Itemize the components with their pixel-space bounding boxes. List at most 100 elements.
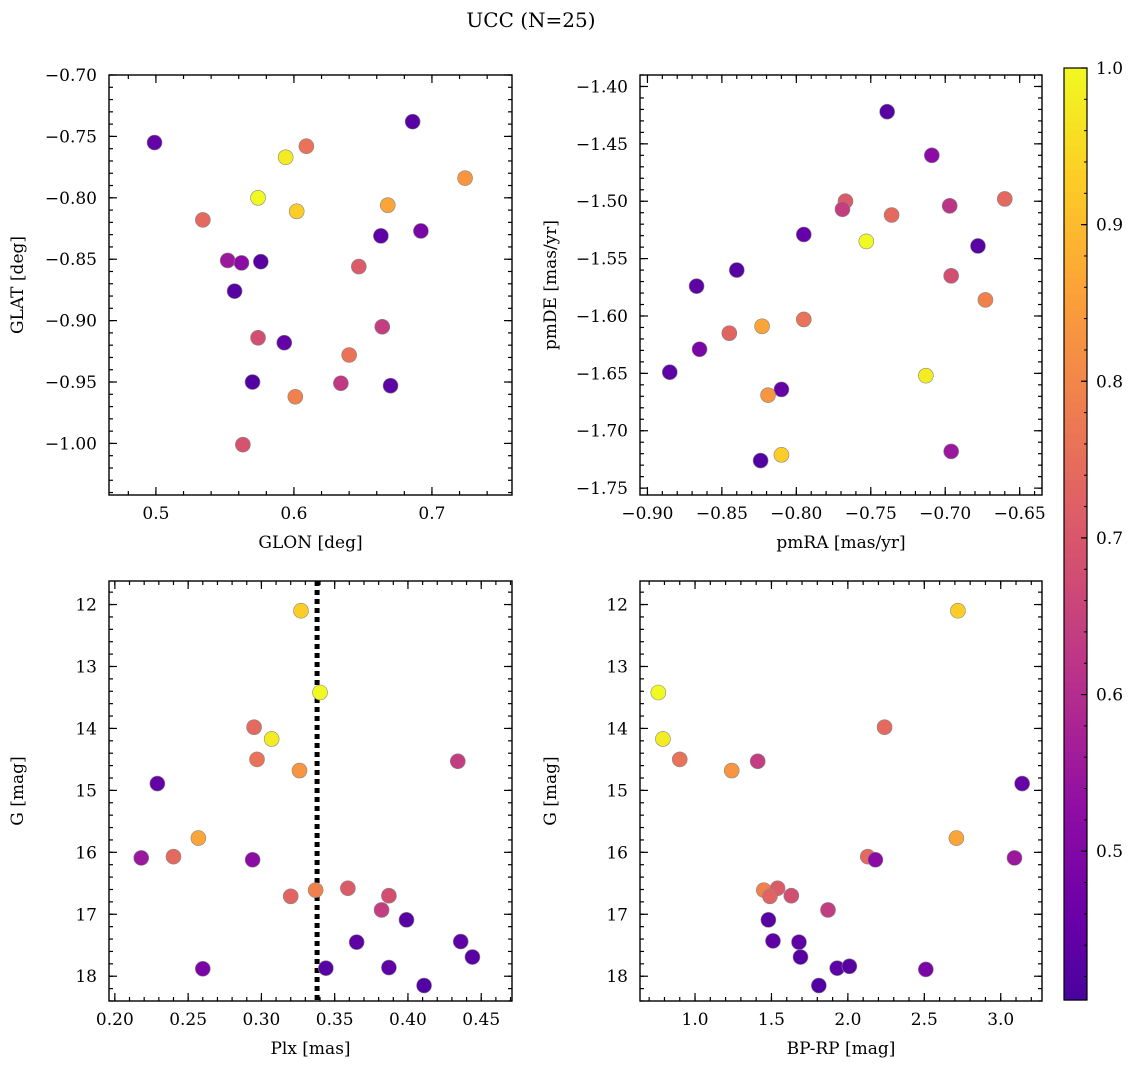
colorbar-segment: [1064, 215, 1087, 224]
colorbar-segment: [1064, 440, 1087, 450]
y-tick-label: 15: [75, 781, 97, 801]
colorbar-segment: [1064, 192, 1087, 201]
colorbar-tick-label: 0.5: [1096, 842, 1123, 862]
colorbar-segment: [1064, 378, 1087, 388]
colorbar-segment: [1064, 464, 1087, 473]
colorbar-segment: [1064, 137, 1087, 147]
scatter-point: [250, 190, 266, 206]
colorbar-segment: [1064, 658, 1087, 667]
colorbar-segment: [1064, 650, 1087, 659]
colorbar-segment: [1064, 588, 1087, 597]
colorbar-segment: [1064, 254, 1087, 263]
scatter-point: [277, 149, 294, 166]
colorbar-segment: [1064, 899, 1087, 908]
colorbar-segment: [1064, 394, 1087, 403]
scatter-point: [351, 258, 367, 275]
scatter-point: [464, 949, 481, 965]
colorbar-segment: [1064, 930, 1087, 939]
y-tick-label: 16: [606, 843, 628, 863]
scatter-point: [398, 912, 415, 928]
y-tick-label: 13: [75, 657, 97, 677]
colorbar-segment: [1064, 223, 1087, 232]
colorbar-segment: [1064, 759, 1087, 768]
colorbar-segment: [1064, 751, 1087, 760]
scatter-point: [977, 292, 994, 308]
scatter-point: [762, 888, 778, 905]
colorbar-tick-label: 0.6: [1096, 686, 1123, 706]
scatter-point: [133, 850, 150, 866]
colorbar-segment: [1064, 906, 1087, 916]
scatter-point: [381, 959, 397, 976]
y-tick-label: −1.45: [576, 135, 628, 155]
colorbar-segment: [1064, 580, 1087, 589]
y-tick-label: −1.75: [576, 479, 628, 499]
y-tick-label: 15: [606, 781, 628, 801]
scatter-point: [235, 436, 251, 453]
colorbar-tick-label: 0.7: [1096, 529, 1123, 549]
colorbar-segment: [1064, 479, 1087, 488]
y-axis-label: G [mag]: [541, 756, 561, 825]
colorbar-segment: [1064, 627, 1087, 636]
scatter-point: [918, 961, 934, 978]
colorbar-segment: [1064, 456, 1087, 465]
scatter-point: [754, 318, 770, 335]
colorbar-segment: [1064, 774, 1087, 784]
y-tick-label: −0.85: [45, 250, 97, 270]
y-tick-label: 13: [606, 657, 628, 677]
colorbar-segment: [1064, 262, 1087, 271]
colorbar-segment: [1064, 603, 1087, 613]
scatter-point: [379, 197, 396, 213]
x-tick-label: 0.45: [462, 1010, 500, 1030]
colorbar-segment: [1064, 68, 1087, 77]
colorbar-segment: [1064, 153, 1087, 162]
colorbar-segment: [1064, 332, 1087, 341]
x-axis-label: GLON [deg]: [258, 533, 362, 553]
scatter-point: [333, 375, 349, 392]
colorbar-tick-label: 1.0: [1096, 59, 1123, 79]
colorbar-segment: [1064, 83, 1087, 92]
scatter-point: [250, 330, 266, 346]
y-tick-label: −0.95: [45, 373, 97, 393]
scatter-point: [791, 934, 807, 950]
y-tick-label: −0.80: [45, 189, 97, 209]
x-tick-label: 0.25: [169, 1010, 207, 1030]
y-tick-label: −1.40: [576, 77, 628, 97]
colorbar-segment: [1064, 401, 1087, 411]
colorbar-segment: [1064, 572, 1087, 582]
colorbar-segment: [1064, 417, 1087, 426]
colorbar-segment: [1064, 782, 1087, 791]
colorbar-segment: [1064, 852, 1087, 861]
colorbar-segment: [1064, 860, 1087, 869]
colorbar-frame: [1063, 67, 1088, 1001]
colorbar-segment: [1064, 798, 1087, 807]
scatter-point: [970, 238, 986, 254]
scatter-point: [249, 751, 265, 768]
panel-plx-g: 0.20 0.25 0.30 0.35 0.40 0.45 12 13 14 15 16 17 18 Pl…: [8, 580, 513, 1059]
x-tick-label: 1.5: [758, 1010, 785, 1030]
scatter-point: [760, 387, 776, 403]
scatter-point: [190, 830, 207, 846]
scatter-point: [867, 851, 884, 868]
x-tick-label: 0.40: [389, 1010, 427, 1030]
colorbar-segment: [1064, 339, 1087, 349]
colorbar-segment: [1064, 448, 1087, 457]
colorbar-segment: [1064, 184, 1087, 193]
colorbar-segment: [1064, 720, 1087, 729]
colorbar-segment: [1064, 269, 1087, 279]
scatter-point: [948, 830, 965, 846]
colorbar-segment: [1064, 557, 1087, 566]
colorbar-segment: [1064, 673, 1087, 683]
y-tick-label: 14: [75, 719, 97, 739]
scatter-point: [253, 253, 269, 270]
x-tick-label: 2.0: [834, 1010, 861, 1030]
y-tick-label: 17: [606, 905, 628, 925]
scatter-point: [374, 318, 391, 335]
scatter-point: [226, 283, 243, 299]
colorbar-segment: [1064, 145, 1087, 155]
scatter-point: [841, 958, 858, 975]
ticks: [109, 581, 512, 1002]
colorbar-segment: [1064, 161, 1087, 170]
scatter-point: [655, 731, 671, 747]
scatter-point: [416, 977, 432, 994]
colorbar-segment: [1064, 471, 1087, 481]
